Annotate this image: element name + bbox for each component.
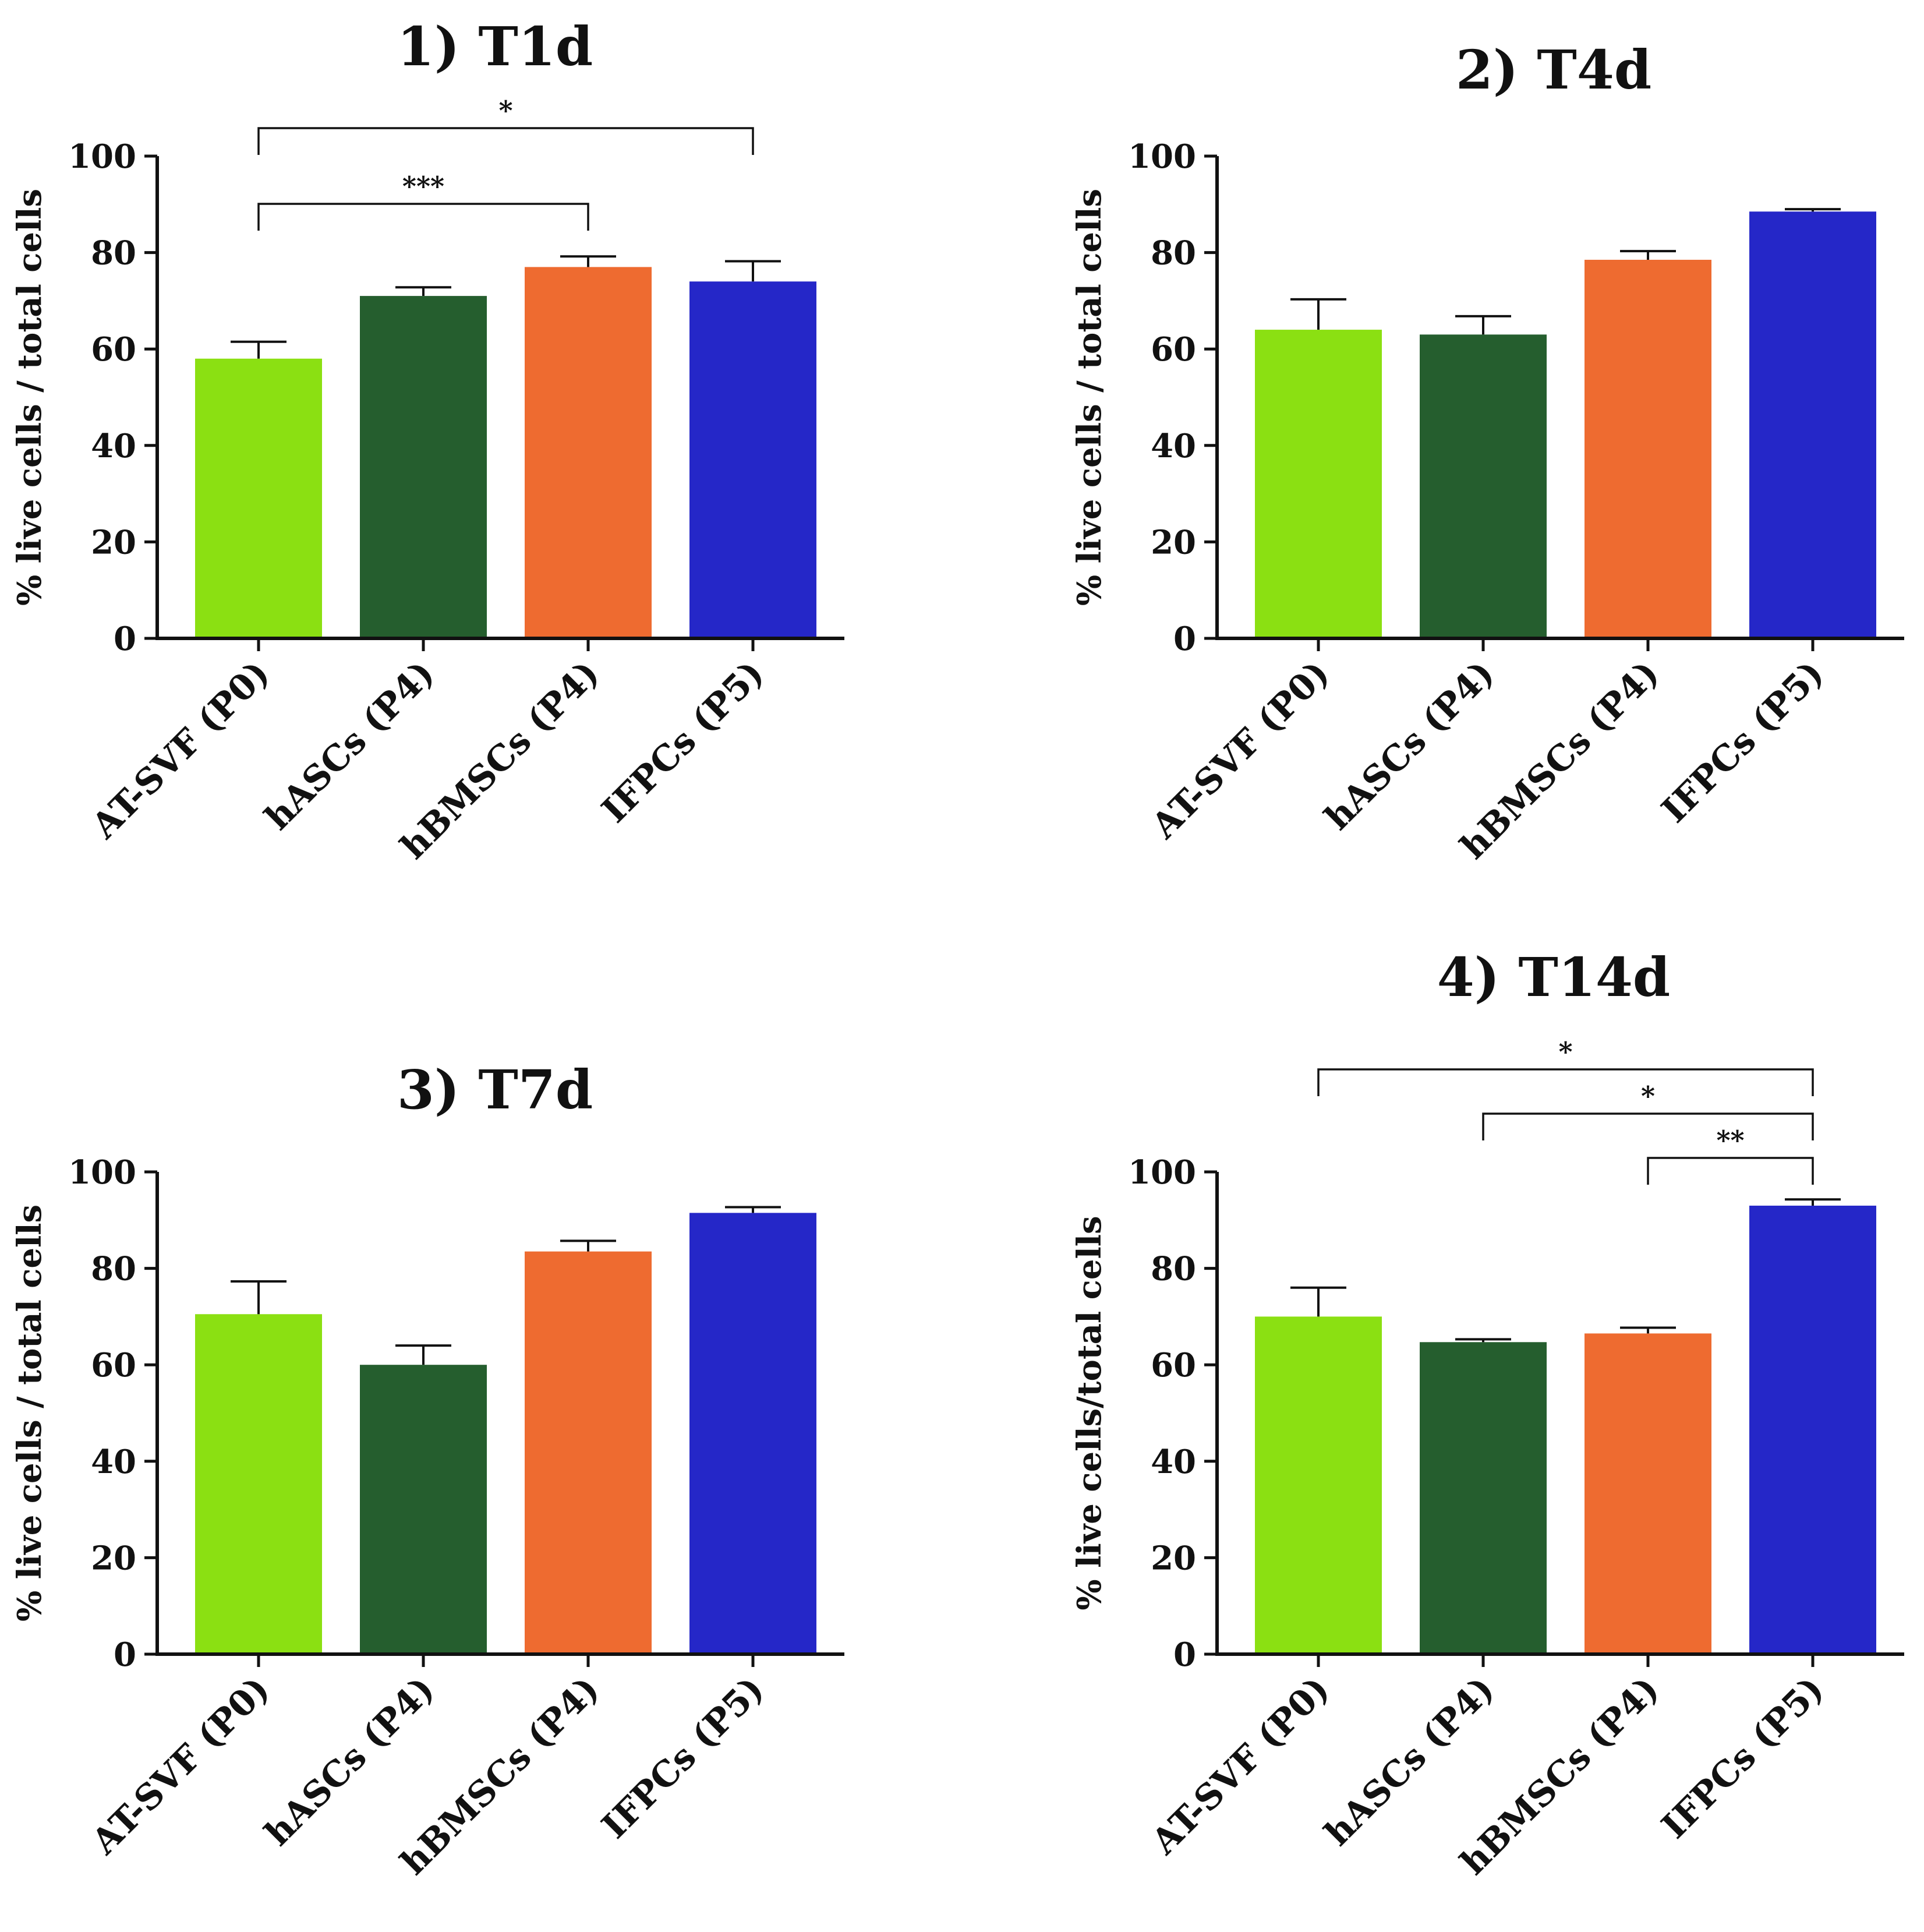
x-tick-label-ifpcs-p5: IFPCs (P5)	[1654, 653, 1831, 831]
chart-title: 4) T14d	[1437, 946, 1670, 1009]
y-tick-label: 20	[1151, 1539, 1196, 1577]
chart-panel-t1d: 1) T1d 0 20 40 60 80 100 % live cells / total c…	[10, 15, 844, 867]
y-tick-label: 100	[1128, 137, 1196, 176]
y-tick-label: 20	[91, 523, 136, 561]
y-tick-label: 40	[91, 427, 136, 465]
significance-label: **	[1716, 1125, 1744, 1156]
x-tick-label-at-svf-p0: AT-SVF (P0)	[84, 653, 278, 847]
y-tick-label: 80	[1151, 234, 1196, 273]
x-tick-label-hascs-p4: hASCs (P4)	[257, 653, 443, 838]
y-axis-title: % live cells/total cells	[1070, 1216, 1109, 1610]
x-tick-label-at-svf-p0: AT-SVF (P0)	[1144, 1669, 1338, 1863]
bar-at-svf-p0	[195, 358, 322, 638]
x-tick-label-ifpcs-p5: IFPCs (P5)	[1654, 1669, 1831, 1846]
y-tick-label: 80	[91, 1250, 136, 1288]
significance-bracket	[1647, 1157, 1814, 1185]
bar-ifpcs-p5	[689, 1213, 816, 1654]
x-tick-label-ifpcs-p5: IFPCs (P5)	[594, 1669, 772, 1846]
y-tick-label: 100	[68, 137, 136, 176]
significance-label: *	[1641, 1080, 1655, 1112]
bar-hascs-p4	[360, 296, 487, 638]
chart-panel-t14d: 4) T14d 0 20 40 60 80 100 % live cells/total ce…	[1070, 946, 1904, 1883]
y-tick-label: 60	[91, 1346, 136, 1384]
x-tick-label-at-svf-p0: AT-SVF (P0)	[84, 1669, 278, 1863]
chart-title: 3) T7d	[397, 1058, 593, 1121]
x-tick-label-hascs-p4: hASCs (P4)	[1317, 1669, 1502, 1854]
bar-at-svf-p0	[1255, 1316, 1382, 1654]
significance-bracket	[257, 127, 754, 155]
y-tick-label: 60	[1151, 1346, 1196, 1384]
y-tick-label: 40	[91, 1443, 136, 1481]
bar-hbmscs-p4	[1585, 260, 1711, 638]
y-tick-label: 40	[1151, 1443, 1196, 1481]
y-tick-label: 0	[1173, 1636, 1196, 1674]
bar-ifpcs-p5	[689, 281, 816, 638]
y-tick-label: 20	[1151, 523, 1196, 561]
bar-at-svf-p0	[1255, 330, 1382, 638]
x-tick-label-hascs-p4: hASCs (P4)	[1317, 653, 1502, 838]
bar-ifpcs-p5	[1749, 211, 1876, 639]
chart-title: 1) T1d	[397, 15, 593, 78]
chart-title: 2) T4d	[1456, 38, 1651, 101]
significance-bracket	[257, 203, 589, 231]
bar-hascs-p4	[1420, 334, 1547, 638]
y-tick-label: 60	[1151, 330, 1196, 369]
y-tick-label: 0	[114, 1636, 136, 1674]
x-tick-label-ifpcs-p5: IFPCs (P5)	[594, 653, 772, 831]
significance-label: *	[1558, 1036, 1572, 1068]
bar-hascs-p4	[1420, 1342, 1547, 1654]
y-tick-label: 20	[91, 1539, 136, 1577]
bar-hbmscs-p4	[525, 1251, 652, 1654]
x-tick-label-at-svf-p0: AT-SVF (P0)	[1144, 653, 1338, 847]
significance-label: *	[498, 95, 512, 126]
y-tick-label: 40	[1151, 427, 1196, 465]
y-tick-label: 0	[1173, 620, 1196, 658]
bar-ifpcs-p5	[1749, 1205, 1876, 1654]
y-tick-label: 0	[114, 620, 136, 658]
y-axis-title: % live cells / total cells	[10, 189, 49, 606]
bar-hascs-p4	[360, 1365, 487, 1654]
significance-label: ***	[402, 171, 444, 202]
bar-at-svf-p0	[195, 1314, 322, 1654]
y-tick-label: 60	[91, 330, 136, 369]
y-axis-title: % live cells / total cells	[1070, 189, 1109, 606]
y-tick-label: 100	[1128, 1153, 1196, 1192]
y-tick-label: 80	[1151, 1250, 1196, 1288]
y-axis-title: % live cells / total cells	[10, 1205, 49, 1622]
y-tick-label: 100	[68, 1153, 136, 1192]
bar-hbmscs-p4	[525, 267, 652, 638]
significance-bracket	[1482, 1112, 1814, 1140]
chart-panel-t4d: 2) T4d 0 20 40 60 80 100 % live cells / total c…	[1070, 38, 1904, 867]
significance-bracket	[1317, 1068, 1814, 1096]
x-tick-label-hascs-p4: hASCs (P4)	[257, 1669, 443, 1854]
bar-hbmscs-p4	[1585, 1333, 1711, 1654]
y-tick-label: 80	[91, 234, 136, 273]
chart-panel-t7d: 3) T7d 0 20 40 60 80 100 % live cells / total c…	[10, 1058, 844, 1883]
